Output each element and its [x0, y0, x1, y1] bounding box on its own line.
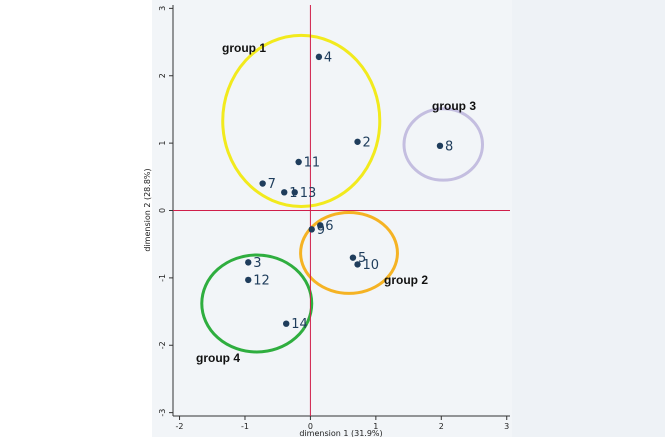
data-point-7 [259, 180, 266, 187]
data-point-2 [354, 138, 361, 145]
y-tick-label: -3 [158, 409, 167, 417]
data-point-9 [308, 226, 315, 233]
reference-lines [173, 5, 510, 416]
group-label-3: group 3 [432, 99, 476, 113]
x-tick-label: 2 [439, 422, 444, 431]
point-label-5: 5 [358, 251, 366, 266]
point-label-3: 3 [253, 256, 261, 271]
group-ellipse-3 [402, 107, 485, 182]
point-label-7: 7 [268, 177, 276, 192]
point-label-8: 8 [445, 139, 453, 154]
data-point-8 [436, 142, 444, 150]
point-label-10: 10 [363, 258, 380, 273]
group-ellipses [200, 33, 485, 354]
data-point-11 [295, 158, 302, 166]
data-point-10 [354, 261, 361, 268]
y-tick-label: 0 [158, 208, 167, 213]
data-point-5 [349, 254, 357, 261]
x-tick-label: 3 [504, 422, 509, 431]
data-point-3 [245, 259, 252, 266]
y-tick-label: 1 [158, 141, 167, 146]
point-label-2: 2 [363, 135, 371, 150]
point-label-13: 13 [300, 186, 317, 201]
y-tick-label: -1 [158, 274, 167, 282]
x-tick-label: 0 [308, 422, 313, 431]
data-point-6 [317, 222, 324, 229]
group-ellipse-4 [200, 253, 314, 354]
x-tick-label: -2 [176, 422, 184, 431]
point-label-6: 6 [325, 219, 333, 234]
y-tick-label: 2 [158, 73, 167, 78]
data-point-14 [283, 320, 290, 327]
point-label-4: 4 [324, 50, 332, 65]
y-tick-label: 3 [158, 6, 167, 11]
data-point-1 [281, 189, 288, 196]
y-axis-title: dimension 2 (28.8%) [143, 168, 152, 251]
data-point-13 [291, 189, 298, 196]
x-tick-label: -1 [241, 422, 249, 431]
x-axis-title: dimension 1 (31.9%) [299, 429, 382, 437]
group-ellipse-2 [299, 211, 399, 295]
data-points: 1234567891011121314 [245, 50, 453, 332]
group-label-4: group 4 [196, 351, 240, 365]
group-ellipse-1 [221, 33, 382, 208]
y-tick-label: -2 [158, 341, 167, 349]
group-labels: group 1 group 2 group 3 group 4 [196, 41, 476, 365]
right-margin [512, 0, 665, 437]
left-margin [0, 0, 152, 437]
group-label-1: group 1 [222, 41, 266, 55]
plot-background [152, 0, 512, 437]
x-tick-label: 1 [373, 422, 378, 431]
point-label-9: 9 [317, 223, 325, 238]
point-label-11: 11 [304, 155, 321, 170]
data-point-4 [315, 53, 323, 61]
group-label-2: group 2 [384, 273, 428, 287]
point-label-12: 12 [253, 273, 270, 288]
data-point-12 [245, 276, 252, 284]
point-label-14: 14 [291, 317, 308, 332]
